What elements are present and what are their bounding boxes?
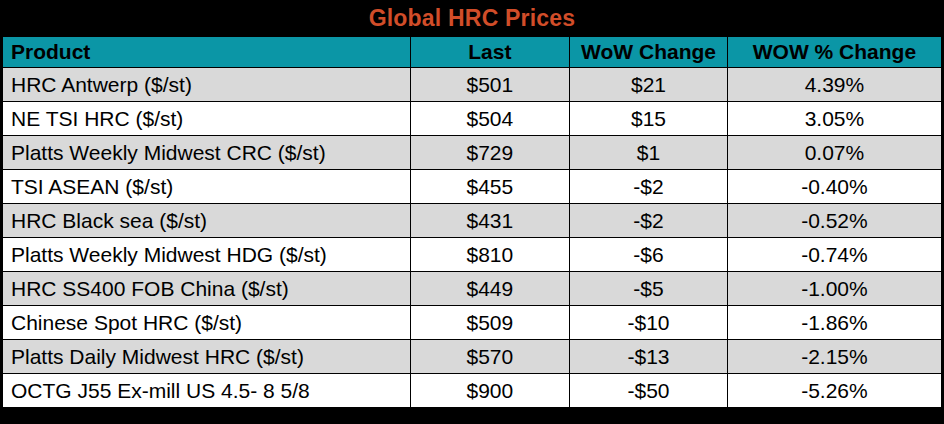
cell-last[interactable]: $501 [410,68,570,102]
table-row: Platts Daily Midwest HRC ($/st)$570-$13-… [3,340,942,374]
table-row: OCTG J55 Ex-mill US 4.5- 8 5/8$900-$50-5… [3,374,942,408]
cell-last[interactable]: $810 [410,238,570,272]
table-row: NE TSI HRC ($/st)$504$153.05% [3,102,942,136]
cell-product[interactable]: NE TSI HRC ($/st) [3,102,411,136]
cell-wow-pct-change[interactable]: -1.86% [727,306,941,340]
cell-wow-change[interactable]: $1 [570,136,728,170]
spreadsheet-table: Global HRC Prices Product Last WoW Chang… [0,0,944,424]
cell-last[interactable]: $570 [410,340,570,374]
cell-wow-change[interactable]: -$10 [570,306,728,340]
cell-last[interactable]: $509 [410,306,570,340]
cell-product[interactable]: OCTG J55 Ex-mill US 4.5- 8 5/8 [3,374,411,408]
cell-product[interactable]: TSI ASEAN ($/st) [3,170,411,204]
cell-last[interactable]: $449 [410,272,570,306]
cell-product[interactable]: HRC SS400 FOB China ($/st) [3,272,411,306]
cell-wow-pct-change[interactable]: -1.00% [727,272,941,306]
cell-product[interactable]: Platts Daily Midwest HRC ($/st) [3,340,411,374]
table-row: Platts Weekly Midwest CRC ($/st)$729$10.… [3,136,942,170]
cell-wow-pct-change[interactable]: 0.07% [727,136,941,170]
price-table: Product Last WoW Change WOW % Change HRC… [2,36,942,408]
cell-wow-pct-change[interactable]: -0.40% [727,170,941,204]
cell-last[interactable]: $504 [410,102,570,136]
cell-wow-pct-change[interactable]: -0.52% [727,204,941,238]
cell-product[interactable]: HRC Black sea ($/st) [3,204,411,238]
cell-last[interactable]: $455 [410,170,570,204]
cell-last[interactable]: $900 [410,374,570,408]
table-row: Chinese Spot HRC ($/st)$509-$10-1.86% [3,306,942,340]
cell-wow-change[interactable]: -$2 [570,170,728,204]
table-row: HRC Black sea ($/st)$431-$2-0.52% [3,204,942,238]
cell-wow-pct-change[interactable]: 4.39% [727,68,941,102]
column-header-wow-change[interactable]: WoW Change [570,37,728,68]
table-header-row: Product Last WoW Change WOW % Change [3,37,942,68]
cell-wow-pct-change[interactable]: -2.15% [727,340,941,374]
cell-wow-change[interactable]: -$13 [570,340,728,374]
cell-wow-change[interactable]: -$50 [570,374,728,408]
cell-last[interactable]: $431 [410,204,570,238]
cell-product[interactable]: Platts Weekly Midwest CRC ($/st) [3,136,411,170]
cell-wow-change[interactable]: $15 [570,102,728,136]
table-row: TSI ASEAN ($/st)$455-$2-0.40% [3,170,942,204]
cell-product[interactable]: HRC Antwerp ($/st) [3,68,411,102]
cell-product[interactable]: Platts Weekly Midwest HDG ($/st) [3,238,411,272]
table-title: Global HRC Prices [2,0,942,36]
cell-wow-change[interactable]: -$2 [570,204,728,238]
table-row: HRC SS400 FOB China ($/st)$449-$5-1.00% [3,272,942,306]
column-header-wow-pct-change[interactable]: WOW % Change [727,37,941,68]
cell-wow-pct-change[interactable]: 3.05% [727,102,941,136]
table-body: HRC Antwerp ($/st)$501$214.39%NE TSI HRC… [3,68,942,408]
column-header-last[interactable]: Last [410,37,570,68]
table-row: Platts Weekly Midwest HDG ($/st)$810-$6-… [3,238,942,272]
cell-wow-pct-change[interactable]: -0.74% [727,238,941,272]
table-row: HRC Antwerp ($/st)$501$214.39% [3,68,942,102]
cell-wow-change[interactable]: -$6 [570,238,728,272]
cell-last[interactable]: $729 [410,136,570,170]
cell-product[interactable]: Chinese Spot HRC ($/st) [3,306,411,340]
column-header-product[interactable]: Product [3,37,411,68]
cell-wow-pct-change[interactable]: -5.26% [727,374,941,408]
cell-wow-change[interactable]: -$5 [570,272,728,306]
cell-wow-change[interactable]: $21 [570,68,728,102]
